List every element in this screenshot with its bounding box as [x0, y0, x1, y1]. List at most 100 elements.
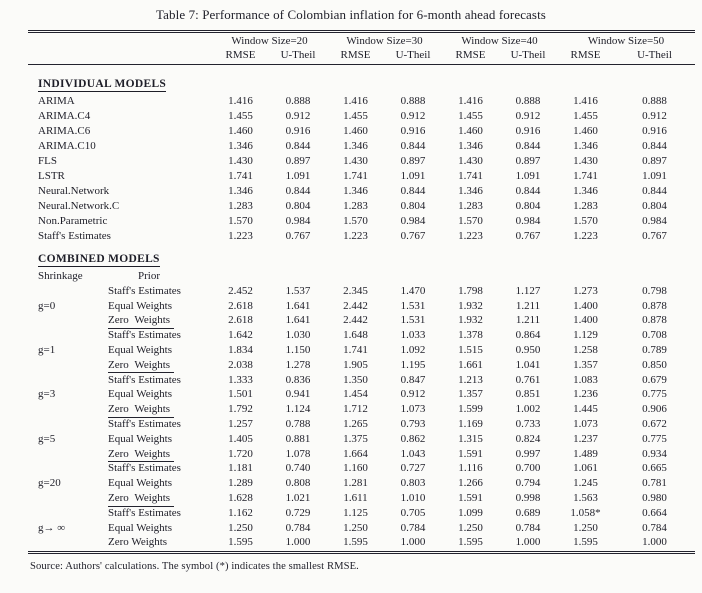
- shrinkage-cell: g→ ∞: [38, 521, 66, 534]
- value-cell: 1.195: [400, 358, 426, 371]
- value-cell: 1.160: [343, 462, 368, 475]
- value-cell: 0.950: [515, 344, 541, 357]
- prior-label-underlined: Zero Weights: [108, 492, 175, 507]
- value-cell: 1.905: [343, 358, 368, 371]
- value-cell: 1.357: [573, 358, 598, 371]
- model-name-cell: ARIMA: [38, 95, 75, 107]
- value-cell: 1.460: [458, 125, 483, 137]
- value-cell: 1.489: [573, 447, 598, 460]
- value-cell: 0.912: [400, 110, 426, 122]
- model-name-cell: ARIMA.C10: [38, 140, 96, 152]
- shrinkage-cell: [28, 462, 106, 477]
- metric-header: RMSE: [455, 48, 486, 61]
- value-cell: 1.073: [400, 403, 426, 416]
- value-cell: 1.346: [458, 140, 483, 152]
- individual-model-row: LSTR 1.741 1.091 1.741 1.091 1.741 1.091 1.741 1…: [28, 169, 695, 184]
- value-cell: 0.844: [400, 185, 426, 197]
- value-cell: 1.278: [285, 358, 311, 371]
- value-cell: 1.455: [343, 110, 368, 122]
- value-cell: 1.099: [458, 506, 483, 519]
- value-cell: 1.416: [573, 95, 598, 107]
- prior-cell: Equal Weights: [108, 432, 172, 445]
- value-cell: 0.897: [642, 155, 667, 167]
- value-cell: 1.792: [228, 403, 253, 416]
- value-cell: 1.346: [228, 185, 253, 197]
- value-cell: 0.912: [285, 110, 311, 122]
- value-cell: 0.916: [642, 125, 667, 137]
- value-cell: 1.741: [343, 170, 368, 182]
- value-cell: 1.375: [343, 432, 368, 445]
- metric-header: U-Theil: [280, 48, 316, 61]
- value-cell: 0.705: [400, 506, 426, 519]
- value-cell: 0.836: [285, 373, 311, 386]
- value-cell: 2.452: [228, 284, 253, 297]
- value-cell: 1.570: [458, 215, 483, 227]
- value-cell: 1.181: [228, 462, 253, 475]
- value-cell: 0.916: [400, 125, 426, 137]
- prior-cell: Staff's Estimates: [108, 284, 181, 297]
- value-cell: 1.223: [573, 230, 598, 242]
- window-group-header: Window Size=20: [231, 35, 308, 47]
- combined-model-row: Zero Weights 1.628 1.021 1.611 1.010 1.591 0.9…: [28, 491, 695, 507]
- value-cell: 1.223: [343, 230, 368, 242]
- metric-header: RMSE: [340, 48, 371, 61]
- value-cell: 1.010: [400, 492, 426, 505]
- value-cell: 1.043: [400, 447, 426, 460]
- combined-model-row: g=1 Equal Weights 1.834 1.150 1.741 1.092 1.51…: [28, 343, 695, 358]
- value-cell: 1.030: [285, 329, 311, 342]
- value-cell: 0.784: [515, 521, 541, 534]
- value-cell: 2.618: [228, 299, 253, 312]
- value-cell: 1.346: [573, 140, 598, 152]
- value-cell: 1.642: [228, 329, 253, 342]
- value-cell: 0.700: [515, 462, 541, 475]
- shrinkage-cell: g=5: [38, 432, 56, 445]
- value-cell: 0.804: [515, 200, 541, 212]
- value-cell: 0.844: [642, 140, 667, 152]
- value-cell: 0.784: [285, 521, 311, 534]
- value-cell: 0.664: [642, 506, 667, 519]
- value-cell: 1.591: [458, 492, 483, 505]
- value-cell: 1.515: [458, 344, 483, 357]
- table-caption: Table 7: Performance of Colombian inflat…: [156, 7, 546, 22]
- value-cell: 1.346: [228, 140, 253, 152]
- value-cell: 1.932: [458, 314, 483, 327]
- combined-models-row: COMBINED MODELS: [28, 244, 695, 269]
- individual-models-row: INDIVIDUAL MODELS: [28, 65, 695, 95]
- shrinkage-cell: [28, 358, 106, 373]
- shrinkage-cell: [28, 536, 106, 551]
- prior-cell: Equal Weights: [108, 388, 172, 401]
- combined-model-row: Zero Weights 2.038 1.278 1.905 1.195 1.661 1.0…: [28, 358, 695, 374]
- value-cell: 1.641: [285, 299, 311, 312]
- value-cell: 1.932: [458, 299, 483, 312]
- shrinkage-cell: [28, 447, 106, 462]
- value-cell: 0.912: [400, 388, 426, 401]
- model-name-cell: Neural.Network: [38, 185, 110, 197]
- value-cell: 0.934: [642, 447, 667, 460]
- value-cell: 1.333: [228, 373, 253, 386]
- value-cell: 1.531: [400, 299, 426, 312]
- value-cell: 0.784: [642, 521, 667, 534]
- value-cell: 1.595: [573, 536, 598, 549]
- value-cell: 0.897: [515, 155, 541, 167]
- value-cell: 1.000: [515, 536, 541, 549]
- value-cell: 1.378: [458, 329, 483, 342]
- shrinkage-cell: [28, 373, 106, 388]
- individual-models-heading: INDIVIDUAL MODELS: [38, 78, 167, 92]
- value-cell: 1.357: [458, 388, 483, 401]
- prior-cell: Equal Weights: [108, 344, 172, 357]
- value-cell: 0.998: [515, 492, 541, 505]
- combined-model-row: Zero Weights 1.792 1.124 1.712 1.073 1.599 1.0…: [28, 402, 695, 418]
- individual-model-row: Neural.Network.C 1.283 0.804 1.283 0.804 1.28…: [28, 199, 695, 214]
- subheader-spacer: [212, 269, 695, 284]
- value-cell: 0.980: [642, 492, 667, 505]
- value-cell: 0.847: [400, 373, 426, 386]
- shrinkage-cell: [28, 417, 106, 432]
- metric-header: U-Theil: [510, 48, 546, 61]
- header-spacer: [28, 33, 212, 49]
- value-cell: 0.767: [642, 230, 667, 242]
- individual-model-row: ARIMA 1.416 0.888 1.416 0.888 1.416 0.888 1.416…: [28, 94, 695, 109]
- value-cell: 0.804: [642, 200, 667, 212]
- value-cell: 0.775: [642, 432, 667, 445]
- value-cell: 1.741: [573, 170, 598, 182]
- value-cell: 0.997: [515, 447, 541, 460]
